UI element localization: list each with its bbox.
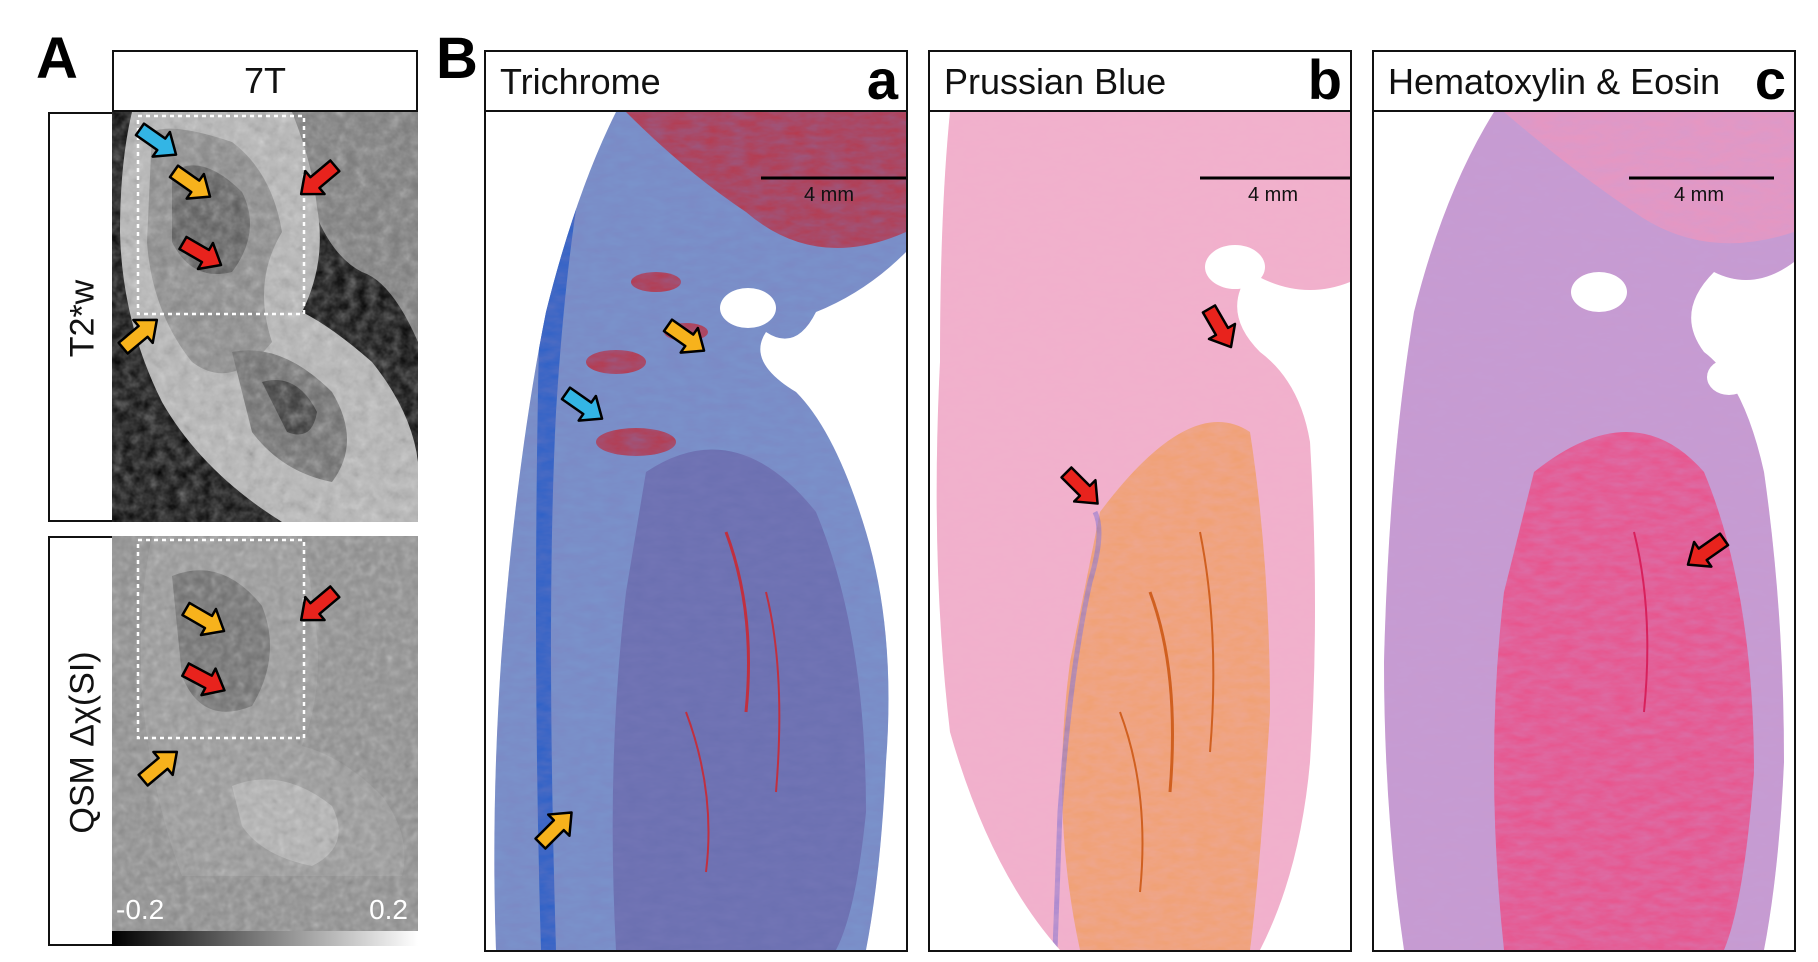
stain-header-he: Hematoxylin & Eosin c: [1372, 50, 1796, 112]
stain-sub-letter-c: c: [1754, 48, 1786, 111]
stain-sub-letter-b: b: [1307, 48, 1342, 111]
field-strength-header: 7T: [112, 50, 418, 112]
he-histology-image: 4 mm: [1372, 110, 1796, 952]
scale-bar-label-a: 4 mm: [804, 184, 854, 206]
row-label-qsm-text: QSM Δχ(SI): [63, 651, 102, 834]
stain-header-prussian-blue: Prussian Blue b: [928, 50, 1352, 112]
stain-header-trichrome: Trichrome a: [484, 50, 908, 112]
stain-title-he: Hematoxylin & Eosin: [1388, 61, 1721, 102]
t2w-mri-image: [112, 112, 418, 522]
row-label-t2w: T2*w: [48, 112, 114, 522]
stain-sub-letter-a: a: [866, 48, 898, 111]
colorbar-max-label: 0.2: [369, 894, 408, 925]
row-label-t2w-text: T2*w: [63, 279, 102, 358]
qsm-colorbar: [112, 931, 418, 946]
panel-b-letter: B: [436, 26, 478, 91]
field-strength-label: 7T: [243, 60, 286, 101]
prussian-blue-histology-image: 4 mm: [928, 110, 1352, 952]
stain-title-prussian-blue: Prussian Blue: [944, 61, 1167, 102]
qsm-mri-image: -0.2 0.2: [112, 536, 418, 946]
stain-title-trichrome: Trichrome: [500, 61, 661, 102]
panel-a-letter: A: [36, 26, 78, 91]
colorbar-min-label: -0.2: [116, 894, 165, 925]
trichrome-histology-image: 4 mm: [484, 110, 908, 952]
row-label-qsm: QSM Δχ(SI): [48, 536, 114, 946]
scale-bar-label-b: 4 mm: [1248, 184, 1298, 206]
scale-bar-label-c: 4 mm: [1674, 184, 1724, 206]
